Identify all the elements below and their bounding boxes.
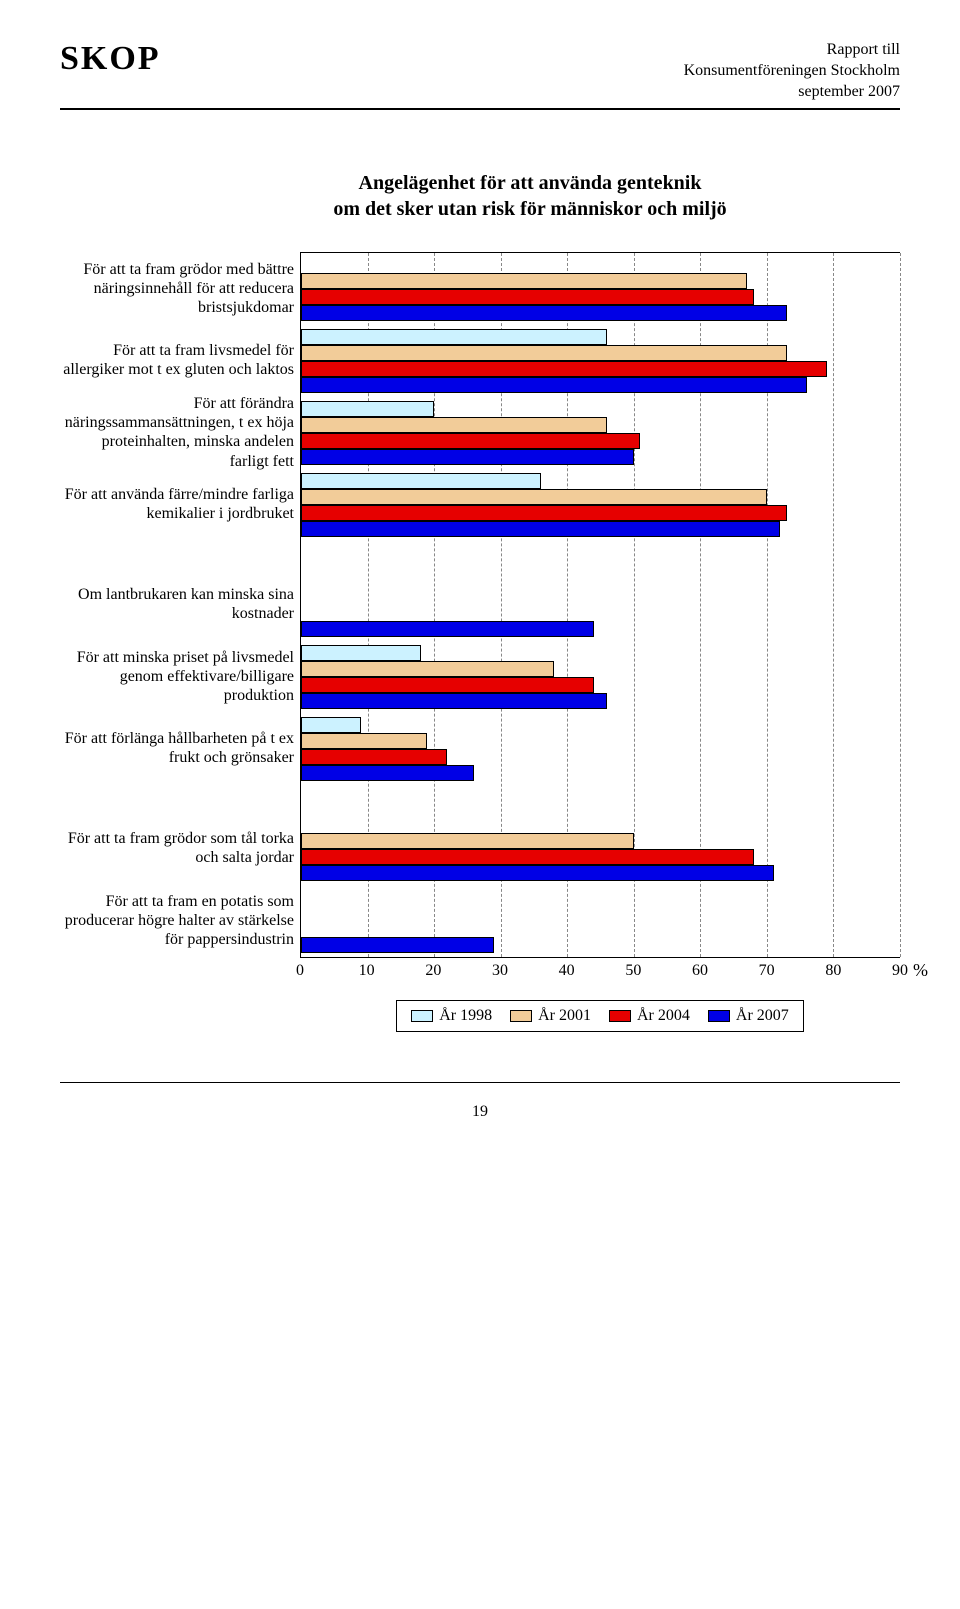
bar-group xyxy=(301,813,900,885)
header-right: Rapport till Konsumentföreningen Stockho… xyxy=(684,40,900,102)
bar-group xyxy=(301,713,900,785)
x-tick-label: 20 xyxy=(425,962,441,980)
bar xyxy=(301,645,421,661)
group-gap xyxy=(60,540,300,568)
legend-label: År 1998 xyxy=(439,1007,492,1025)
bar xyxy=(301,521,780,537)
bar xyxy=(301,733,427,749)
bar xyxy=(301,677,594,693)
bar xyxy=(301,937,494,953)
group-gap xyxy=(301,541,900,569)
bar xyxy=(301,833,634,849)
bar xyxy=(301,305,787,321)
legend-swatch xyxy=(708,1010,730,1022)
bar xyxy=(301,273,747,289)
bar xyxy=(301,693,607,709)
x-tick-label: 50 xyxy=(625,962,641,980)
category-label: För att förändra näringssammansättningen… xyxy=(60,396,300,468)
legend-swatch xyxy=(411,1010,433,1022)
legend-item: År 2001 xyxy=(510,1007,591,1025)
page-number: 19 xyxy=(60,1103,900,1121)
header-rule xyxy=(60,108,900,110)
category-label: För att använda färre/mindre farliga kem… xyxy=(60,468,300,540)
bar-group xyxy=(301,325,900,397)
legend-label: År 2007 xyxy=(736,1007,789,1025)
group-gap xyxy=(301,785,900,813)
legend-item: År 1998 xyxy=(411,1007,492,1025)
x-tick-label: 40 xyxy=(559,962,575,980)
legend-swatch xyxy=(510,1010,532,1022)
legend-label: År 2004 xyxy=(637,1007,690,1025)
bar-group xyxy=(301,641,900,713)
header-line2: Konsumentföreningen Stockholm xyxy=(684,61,900,82)
legend-item: År 2004 xyxy=(609,1007,690,1025)
chart-title-line1: Angelägenhet för att använda genteknik xyxy=(160,170,900,196)
x-tick-label: 0 xyxy=(296,962,304,980)
bar xyxy=(301,661,554,677)
bar-group xyxy=(301,469,900,541)
bar xyxy=(301,505,787,521)
category-label: För att ta fram en potatis som producera… xyxy=(60,884,300,956)
chart-title: Angelägenhet för att använda genteknik o… xyxy=(160,170,900,222)
bar-group xyxy=(301,253,900,325)
x-axis: % 0102030405060708090 xyxy=(300,958,900,988)
bar xyxy=(301,417,607,433)
header-line1: Rapport till xyxy=(684,40,900,61)
x-tick-label: 70 xyxy=(759,962,775,980)
chart-title-line2: om det sker utan risk för människor och … xyxy=(160,196,900,222)
legend-label: År 2001 xyxy=(538,1007,591,1025)
grid-line xyxy=(900,253,901,957)
legend-swatch xyxy=(609,1010,631,1022)
bar xyxy=(301,865,774,881)
bar xyxy=(301,489,767,505)
category-label: För att ta fram livsmedel för allergiker… xyxy=(60,324,300,396)
legend-item: År 2007 xyxy=(708,1007,789,1025)
bar xyxy=(301,621,594,637)
x-tick-label: 30 xyxy=(492,962,508,980)
x-tick-label: 10 xyxy=(359,962,375,980)
category-label: För att minska priset på livsmedel genom… xyxy=(60,640,300,712)
bar xyxy=(301,449,634,465)
category-label: För att förlänga hållbarheten på t ex fr… xyxy=(60,712,300,784)
bar xyxy=(301,289,754,305)
x-axis-unit: % xyxy=(913,960,928,981)
plot-column: % 0102030405060708090 År 1998År 2001År 2… xyxy=(300,252,900,1032)
plot-area xyxy=(300,252,900,958)
bar xyxy=(301,377,807,393)
chart: För att ta fram grödor med bättre näring… xyxy=(60,252,900,1032)
category-label: Om lantbrukaren kan minska sina kostnade… xyxy=(60,568,300,640)
legend: År 1998 År 2001 År 2004 År 2007 xyxy=(396,1000,804,1032)
logo-text: SKOP xyxy=(60,40,161,78)
bar xyxy=(301,473,541,489)
bar xyxy=(301,361,827,377)
bar-group xyxy=(301,397,900,469)
page-header: SKOP Rapport till Konsumentföreningen St… xyxy=(60,40,900,102)
x-tick-label: 60 xyxy=(692,962,708,980)
bar-group xyxy=(301,569,900,641)
bar xyxy=(301,329,607,345)
header-line3: september 2007 xyxy=(684,82,900,103)
bar xyxy=(301,433,640,449)
group-gap xyxy=(60,784,300,812)
bar xyxy=(301,849,754,865)
footer-rule xyxy=(60,1082,900,1083)
category-label: För att ta fram grödor som tål torka och… xyxy=(60,812,300,884)
bar xyxy=(301,765,474,781)
bar xyxy=(301,749,447,765)
bar xyxy=(301,401,434,417)
category-label: För att ta fram grödor med bättre näring… xyxy=(60,252,300,324)
bar xyxy=(301,717,361,733)
x-tick-label: 90 xyxy=(892,962,908,980)
x-tick-label: 80 xyxy=(825,962,841,980)
bar-group xyxy=(301,885,900,957)
bar xyxy=(301,345,787,361)
category-labels-column: För att ta fram grödor med bättre näring… xyxy=(60,252,300,1032)
